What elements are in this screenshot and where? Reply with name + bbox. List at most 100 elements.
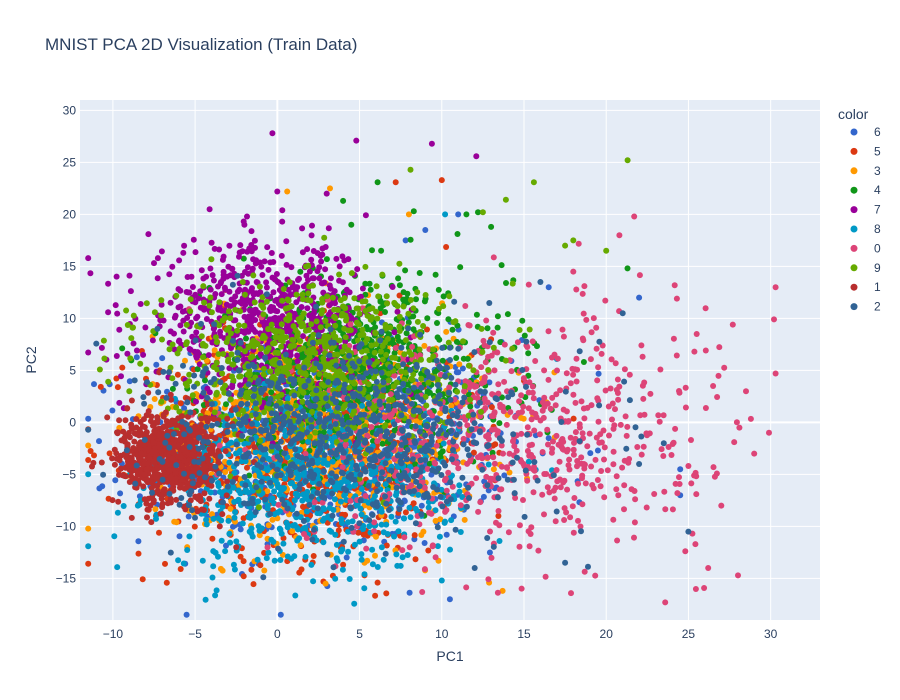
data-point: [181, 405, 188, 412]
data-point: [636, 272, 643, 279]
data-point: [112, 477, 119, 484]
data-point: [211, 347, 218, 354]
data-point: [277, 557, 284, 563]
outlier-point: [499, 587, 506, 594]
data-point: [372, 552, 378, 559]
data-point: [333, 255, 340, 262]
data-point: [111, 533, 118, 540]
data-point: [310, 553, 317, 559]
data-point: [693, 491, 700, 498]
data-point: [193, 354, 200, 361]
data-point: [542, 573, 549, 580]
data-point: [304, 393, 311, 400]
data-point: [339, 253, 346, 260]
data-point: [310, 310, 317, 317]
data-point: [486, 549, 493, 556]
data-point: [524, 344, 531, 350]
data-point: [560, 333, 567, 340]
data-point: [194, 349, 201, 356]
outlier-point: [397, 562, 404, 569]
data-point: [294, 475, 301, 482]
data-point: [549, 394, 556, 401]
data-point: [249, 285, 255, 292]
data-point: [374, 438, 381, 445]
data-point: [250, 581, 257, 588]
data-point: [362, 212, 369, 219]
data-point: [319, 517, 326, 524]
data-point: [405, 319, 412, 326]
data-point: [308, 256, 315, 263]
data-point: [441, 519, 448, 526]
data-point: [672, 480, 679, 487]
data-point: [293, 299, 300, 306]
data-point: [268, 536, 275, 543]
data-point: [570, 391, 577, 398]
data-point: [530, 489, 537, 496]
data-point: [456, 361, 463, 368]
data-point: [419, 589, 426, 595]
outlier-point: [570, 268, 577, 275]
data-point: [377, 298, 384, 305]
data-point: [467, 458, 474, 465]
data-point: [710, 464, 717, 471]
data-point: [261, 567, 268, 574]
data-point: [488, 404, 495, 411]
data-point: [460, 355, 467, 362]
data-point: [456, 488, 463, 495]
data-point: [406, 544, 413, 551]
data-point: [303, 508, 310, 515]
data-point: [130, 340, 137, 347]
data-point: [672, 425, 679, 432]
data-point: [248, 228, 255, 235]
data-point: [369, 247, 375, 254]
data-point: [349, 518, 356, 525]
data-point: [432, 271, 439, 278]
data-point: [551, 495, 558, 502]
data-point: [275, 501, 282, 508]
data-point: [490, 413, 497, 420]
data-point: [501, 472, 508, 479]
data-point: [268, 250, 275, 256]
data-point: [391, 407, 398, 414]
data-point: [209, 272, 216, 279]
data-point: [355, 529, 362, 536]
data-point: [194, 366, 201, 373]
data-point: [614, 376, 621, 383]
data-point: [682, 384, 689, 391]
data-point: [308, 561, 315, 568]
data-point: [563, 370, 570, 377]
data-point: [336, 263, 343, 270]
data-point: [158, 248, 165, 255]
data-point: [545, 376, 552, 383]
data-point: [372, 592, 379, 599]
data-point: [575, 480, 582, 487]
data-point: [651, 491, 658, 497]
data-point: [747, 415, 754, 422]
data-point: [388, 513, 395, 520]
data-point: [358, 511, 365, 518]
data-point: [163, 579, 170, 586]
data-point: [494, 313, 501, 320]
data-point: [242, 376, 249, 383]
data-point: [518, 392, 525, 399]
data-point: [335, 527, 342, 534]
data-point: [382, 309, 388, 315]
data-point: [368, 424, 375, 430]
data-point: [154, 275, 161, 282]
data-point: [435, 286, 442, 293]
data-point: [300, 283, 307, 290]
data-point: [571, 439, 577, 446]
data-point: [180, 328, 187, 335]
data-point: [510, 438, 516, 445]
data-point: [426, 389, 433, 396]
data-point: [248, 525, 255, 532]
data-point: [404, 290, 411, 297]
data-point: [514, 339, 521, 346]
outlier-point: [705, 565, 712, 571]
data-point: [605, 403, 612, 410]
outlier-point: [284, 188, 291, 195]
data-point: [237, 526, 244, 533]
data-point: [231, 566, 238, 573]
outlier-point: [254, 556, 261, 563]
data-point: [490, 454, 497, 461]
